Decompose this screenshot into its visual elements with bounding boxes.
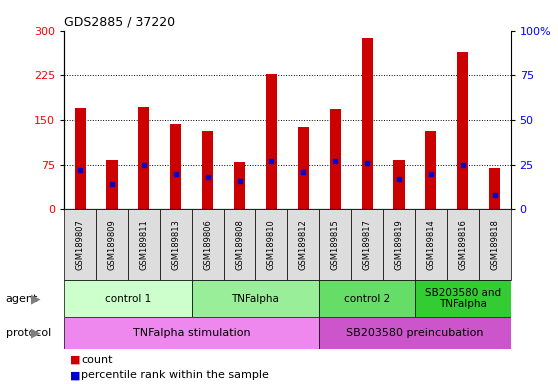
Bar <box>319 280 415 317</box>
Text: SB203580 and
TNFalpha: SB203580 and TNFalpha <box>425 288 501 310</box>
FancyBboxPatch shape <box>96 209 128 280</box>
Text: GSM189811: GSM189811 <box>140 219 148 270</box>
Text: control 1: control 1 <box>105 293 151 304</box>
Bar <box>393 161 405 209</box>
Text: GSM189819: GSM189819 <box>395 219 403 270</box>
Bar <box>319 317 511 349</box>
Point <box>235 178 244 184</box>
Text: GSM189817: GSM189817 <box>363 219 372 270</box>
Point <box>363 160 372 166</box>
Point <box>458 162 467 168</box>
Point <box>331 158 340 164</box>
Text: control 2: control 2 <box>344 293 390 304</box>
Text: percentile rank within the sample: percentile rank within the sample <box>81 370 269 381</box>
Bar <box>202 131 213 209</box>
Text: agent: agent <box>6 293 38 304</box>
Bar <box>362 38 373 209</box>
Point <box>490 192 499 198</box>
FancyBboxPatch shape <box>128 209 160 280</box>
Point <box>140 162 148 168</box>
Text: ■: ■ <box>70 370 80 381</box>
Text: GSM189812: GSM189812 <box>299 219 308 270</box>
Text: GSM189813: GSM189813 <box>171 219 180 270</box>
Bar <box>170 124 181 209</box>
Bar <box>107 161 118 209</box>
Text: GSM189808: GSM189808 <box>235 219 244 270</box>
Bar <box>64 280 192 317</box>
Point <box>76 167 85 173</box>
FancyBboxPatch shape <box>224 209 256 280</box>
Bar <box>75 108 86 209</box>
FancyBboxPatch shape <box>319 209 351 280</box>
FancyBboxPatch shape <box>64 209 96 280</box>
Point <box>426 170 435 177</box>
Bar <box>330 109 341 209</box>
Bar <box>457 51 468 209</box>
Text: GSM189810: GSM189810 <box>267 219 276 270</box>
Bar <box>64 317 319 349</box>
FancyBboxPatch shape <box>256 209 287 280</box>
Bar <box>266 74 277 209</box>
Text: ■: ■ <box>70 355 80 365</box>
Text: ▶: ▶ <box>31 292 41 305</box>
Point <box>299 169 308 175</box>
FancyBboxPatch shape <box>160 209 192 280</box>
FancyBboxPatch shape <box>383 209 415 280</box>
Bar <box>415 280 511 317</box>
Text: GSM189815: GSM189815 <box>331 219 340 270</box>
Text: SB203580 preincubation: SB203580 preincubation <box>346 328 484 338</box>
Text: TNFalpha stimulation: TNFalpha stimulation <box>133 328 251 338</box>
Bar <box>234 162 245 209</box>
FancyBboxPatch shape <box>415 209 447 280</box>
Text: GSM189806: GSM189806 <box>203 219 212 270</box>
Point <box>267 158 276 164</box>
FancyBboxPatch shape <box>287 209 319 280</box>
Bar <box>425 131 436 209</box>
FancyBboxPatch shape <box>479 209 511 280</box>
FancyBboxPatch shape <box>351 209 383 280</box>
Bar <box>192 280 319 317</box>
Text: TNFalpha: TNFalpha <box>232 293 280 304</box>
Point <box>108 181 117 187</box>
Point <box>171 170 180 177</box>
Text: GSM189809: GSM189809 <box>108 219 117 270</box>
Text: GSM189807: GSM189807 <box>76 219 85 270</box>
Point <box>203 174 212 180</box>
Text: GSM189816: GSM189816 <box>458 219 467 270</box>
Bar <box>298 127 309 209</box>
Text: protocol: protocol <box>6 328 51 338</box>
FancyBboxPatch shape <box>447 209 479 280</box>
Text: GSM189818: GSM189818 <box>490 219 499 270</box>
Text: GSM189814: GSM189814 <box>426 219 435 270</box>
Text: ▶: ▶ <box>31 327 41 339</box>
Point <box>395 176 403 182</box>
Text: count: count <box>81 355 112 365</box>
Bar <box>489 168 500 209</box>
Text: GDS2885 / 37220: GDS2885 / 37220 <box>64 15 175 28</box>
Bar <box>138 107 150 209</box>
FancyBboxPatch shape <box>192 209 224 280</box>
